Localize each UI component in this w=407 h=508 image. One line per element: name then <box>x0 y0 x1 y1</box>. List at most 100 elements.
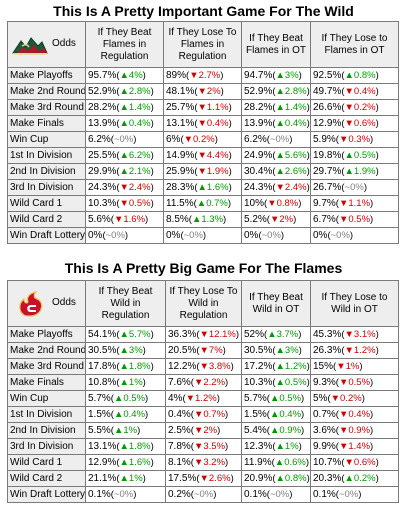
odds-cell: 17.2%(▲1.2%) <box>241 358 311 375</box>
odds-change: ▼0.6% <box>344 457 376 468</box>
odds-cell: 5.7%(▲0.5%) <box>241 390 311 407</box>
odds-cell: 1.5%(▲0.4%) <box>85 406 166 423</box>
odds-value: 0% <box>244 230 259 241</box>
wild-odds-header: Odds <box>7 21 86 68</box>
odds-cell: 10.3%(▲0.5%) <box>241 374 311 391</box>
odds-value: 14.9% <box>166 150 195 161</box>
odds-change: ▼0.6% <box>344 118 376 129</box>
odds-cell: 13.1%(▲1.8%) <box>85 438 166 455</box>
row-label: Make 3rd Round <box>7 99 86 116</box>
odds-change: ▲0.4% <box>113 409 146 420</box>
odds-value: 5.2% <box>244 214 267 225</box>
odds-cell: 89%(▼2.7%) <box>163 67 242 84</box>
col-header-lose-ot: If They Lose to Wild in OT <box>310 280 399 327</box>
odds-cell: 12.2%(▼3.8%) <box>165 358 242 375</box>
odds-value: 94.7% <box>244 70 273 81</box>
odds-value: 5.6% <box>88 214 111 225</box>
odds-value: 25.7% <box>166 102 195 113</box>
odds-value: 15% <box>313 361 334 372</box>
odds-value: 5.9% <box>313 134 336 145</box>
odds-value: 10.7% <box>313 457 342 468</box>
odds-value: 1.5% <box>244 409 267 420</box>
odds-cell: 29.9%(▲2.1%) <box>85 163 164 180</box>
odds-change: ▼2% <box>193 425 218 436</box>
odds-cell: 12.9%(▲1.6%) <box>85 454 166 471</box>
odds-cell: 30.5%(▲3%) <box>241 342 311 359</box>
odds-value: 21.1% <box>88 473 117 484</box>
odds-cell: 0%(~0%) <box>241 227 311 244</box>
odds-cell: 2.5%(▼2%) <box>165 422 242 439</box>
odds-change: ~0% <box>269 134 290 145</box>
odds-change: ▼3.2% <box>193 457 226 468</box>
odds-change: ▲2.1% <box>119 166 151 177</box>
odds-cell: 11.5%(▲0.7%) <box>163 195 242 212</box>
odds-change: ▲0.6% <box>274 457 306 468</box>
table-row: Wild Card 1 10.3%(▼0.5%) 11.5%(▲0.7%) 10%(▼… <box>7 195 399 212</box>
odds-value: 17.5% <box>168 473 197 484</box>
odds-value: 0.1% <box>88 489 111 500</box>
row-label: Wild Card 1 <box>7 454 86 471</box>
odds-cell: 15%(▼1%) <box>310 358 399 375</box>
odds-value: 20.9% <box>244 473 273 484</box>
odds-change: ▼0.8% <box>267 198 299 209</box>
odds-change: ▼2% <box>197 86 221 97</box>
odds-value: 4% <box>168 393 183 404</box>
odds-cell: 8.1%(▼3.2%) <box>165 454 242 471</box>
odds-cell: 94.7%(▲3%) <box>241 67 311 84</box>
odds-value: 28.2% <box>88 102 117 113</box>
odds-cell: 25.5%(▲6.2%) <box>85 147 164 164</box>
odds-value: 0.7% <box>313 409 336 420</box>
row-label: 1st In Division <box>7 147 86 164</box>
odds-change: ▼1% <box>336 361 360 372</box>
odds-value: 1.5% <box>88 409 111 420</box>
odds-cell: 52.9%(▲2.8%) <box>241 83 311 100</box>
odds-change: ▲0.7% <box>196 198 228 209</box>
odds-value: 10.8% <box>88 377 117 388</box>
table-row: Win Cup 5.7%(▲0.5%) 4%(▼1.2%) 5.7%(▲0.5%) 5%… <box>7 390 399 407</box>
odds-header-label: Odds <box>52 297 76 308</box>
odds-cell: 8.5%(▲1.3%) <box>163 211 242 228</box>
odds-value: 6.2% <box>244 134 267 145</box>
odds-cell: 9.3%(▼0.5%) <box>310 374 399 391</box>
odds-cell: 9.7%(▼1.1%) <box>310 195 399 212</box>
row-label: Make Finals <box>7 374 86 391</box>
odds-value: 9.9% <box>313 441 336 452</box>
odds-value: 7.6% <box>168 377 191 388</box>
odds-change: ▼0.5% <box>119 198 151 209</box>
odds-change: ▼0.2% <box>344 102 376 113</box>
odds-value: 10.3% <box>88 198 117 209</box>
odds-change: ▼1.1% <box>197 102 229 113</box>
row-label: Make Finals <box>7 115 86 132</box>
odds-change: ▲3% <box>119 345 143 356</box>
odds-cell: 20.5%(▼7%) <box>165 342 242 359</box>
odds-value: 6% <box>166 134 181 145</box>
odds-cell: 24.3%(▼2.4%) <box>85 179 164 196</box>
odds-cell: 0.1%(~0%) <box>85 486 166 503</box>
odds-value: 12.9% <box>88 457 117 468</box>
row-label: Wild Card 2 <box>7 470 86 487</box>
table-row: 3rd In Division 13.1%(▲1.8%) 7.8%(▼3.5%) 12… <box>7 438 399 455</box>
table-row: Make Finals 10.8%(▲1%) 7.6%(▼2.2%) 10.3%(▲0… <box>7 374 399 391</box>
odds-change: ▼0.4% <box>344 86 376 97</box>
odds-change: ▼0.7% <box>193 409 226 420</box>
odds-change: ▲1% <box>119 377 143 388</box>
odds-value: 12.2% <box>168 361 197 372</box>
odds-change: ▼1.2% <box>344 345 376 356</box>
odds-change: ▼2% <box>269 214 294 225</box>
odds-value: 54.1% <box>88 329 117 340</box>
odds-cell: 17.8%(▲1.8%) <box>85 358 166 375</box>
table-row: Win Cup 6.2%(~0%) 6%(▼0.2%) 6.2%(~0%) 5.9%(▼… <box>7 131 399 148</box>
odds-cell: 25.9%(▼1.9%) <box>163 163 242 180</box>
row-label: Win Draft Lottery <box>7 227 86 244</box>
odds-change: ▼2.7% <box>189 70 221 81</box>
table-row: Win Draft Lottery 0%(~0%) 0%(~0%) 0%(~0%) 0%… <box>7 227 399 244</box>
col-header-beat-reg: If They Beat Flames in Regulation <box>85 21 164 68</box>
odds-value: 5.7% <box>244 393 267 404</box>
row-label: Win Draft Lottery <box>7 486 86 503</box>
odds-value: 6.2% <box>88 134 111 145</box>
odds-change: ▼0.2% <box>183 134 215 145</box>
odds-change: ▲0.2% <box>344 473 376 484</box>
odds-value: 0.1% <box>313 489 336 500</box>
wild-header-row: Odds If They Beat Flames in Regulation I… <box>7 21 399 68</box>
odds-change: ▲1.9% <box>344 166 376 177</box>
